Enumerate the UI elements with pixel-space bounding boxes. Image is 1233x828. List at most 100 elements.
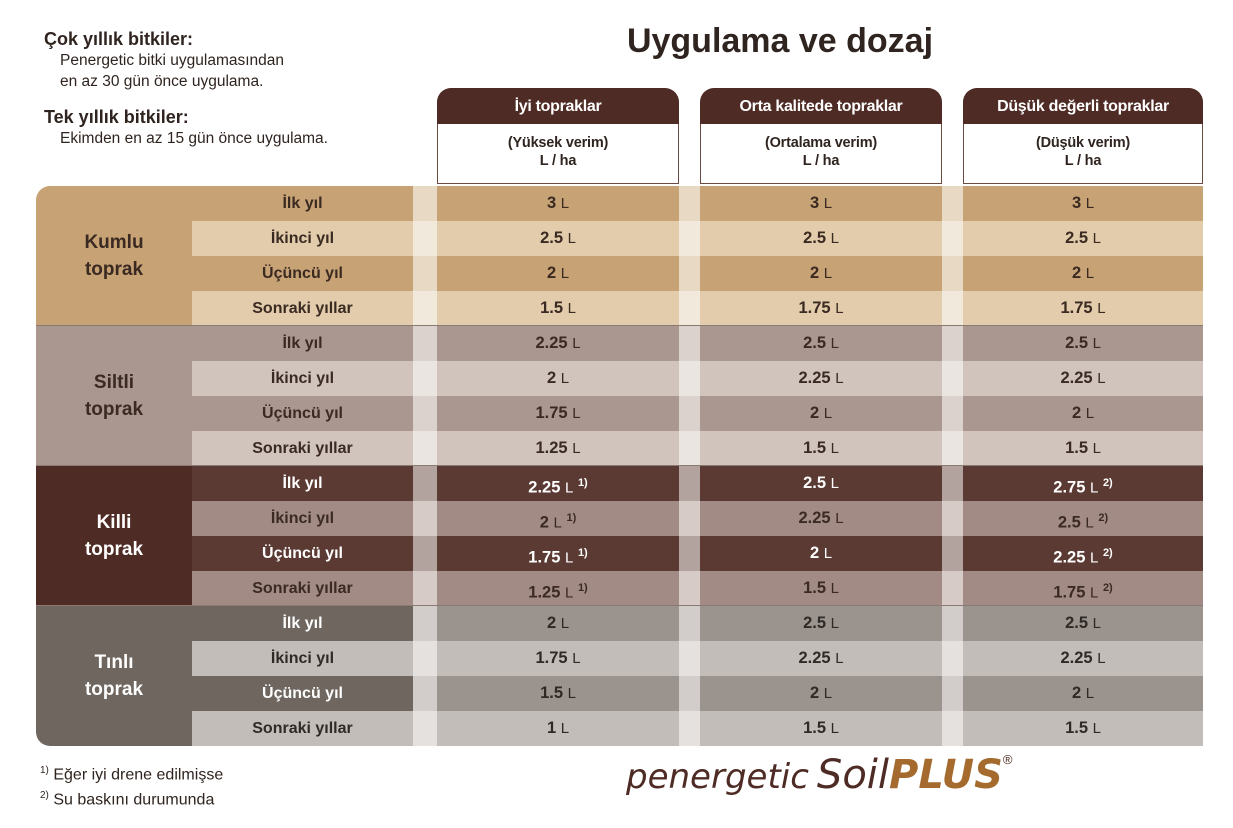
column-gap (679, 221, 700, 256)
dosage-value: 2 (546, 614, 557, 632)
table-row: İkinci yıl 2 L 1) 2.25 L 2.5 L 2) (0, 501, 1233, 536)
year-label: İlk yıl (192, 186, 413, 221)
dosage-cell: 2 L (437, 606, 679, 641)
dosage-cell: 1.5 L (700, 711, 942, 746)
column-gap (942, 291, 963, 326)
dosage-value: 2 (539, 513, 549, 532)
soil-type-text: Siltli toprak (85, 369, 143, 423)
footnote-text: Su baskını durumunda (53, 791, 215, 809)
dosage-cell: 2 L (963, 676, 1203, 711)
column-subtitle-box: (Ortalama verim) L / ha (700, 124, 942, 184)
dosage-unit: L (572, 405, 581, 422)
dosage-value: 2.5 (803, 334, 826, 352)
dosage-cell: 1.5 L (700, 431, 942, 466)
table-row: İlk yıl 2.25 L 2.5 L 2.5 L (0, 326, 1233, 361)
dosage-cell: 2 L (437, 361, 679, 396)
dosage-unit: L (1090, 549, 1099, 567)
dosage-unit: L (560, 720, 570, 737)
column-gap (942, 186, 963, 221)
dosage-value: 1.75 (798, 299, 831, 317)
dosage-unit: L (553, 514, 562, 532)
column-gap (679, 326, 700, 361)
dosage-unit: L (830, 440, 839, 457)
footnotes: 1) Eğer iyi drene edilmişse 2) Su baskın… (40, 760, 223, 811)
dosage-cell: 1.75 L (700, 291, 942, 326)
dosage-cell: 2.25 L (700, 641, 942, 676)
dosage-cell: 2.25 L (700, 501, 942, 536)
dosage-unit: L (1097, 650, 1106, 667)
dosage-unit: L (835, 650, 844, 667)
footnote-mark: 2) (40, 790, 49, 802)
footnote-text: Eğer iyi drene edilmişse (53, 766, 224, 784)
dosage-value: 2.25 (798, 509, 831, 527)
dosage-value: 1.5 (540, 299, 563, 317)
dosage-unit: L (823, 405, 833, 422)
column-gap (942, 361, 963, 396)
dosage-value: 1.75 (1053, 583, 1086, 602)
footnote-2: 2) Su baskını durumunda (40, 785, 223, 810)
column-gap (413, 361, 437, 396)
dosage-cell: 1.5 L (963, 431, 1203, 466)
annual-title: Tek yıllık bitkiler: (44, 107, 189, 127)
dosage-cell: 1.5 L (700, 571, 942, 606)
footnote-reference: 1) (566, 512, 577, 524)
column-gap (413, 326, 437, 361)
column-gap (942, 396, 963, 431)
table-row: Sonraki yıllar 1.5 L 1.75 L 1.75 L (0, 291, 1233, 326)
dosage-value: 1.75 (535, 649, 568, 667)
column-gap (413, 641, 437, 676)
dosage-cell: 1.75 L (963, 291, 1203, 326)
footnote-reference: 1) (577, 547, 588, 559)
column-gap (413, 536, 437, 571)
dosage-unit: L (830, 335, 839, 352)
column-gap (679, 676, 700, 711)
annual-line-1: Ekimden en az 15 gün önce uygulama. (60, 130, 328, 147)
table-row: İlk yıl 2 L 2.5 L 2.5 L (0, 606, 1233, 641)
perennial-title: Çok yıllık bitkiler: (44, 29, 194, 49)
brand-soil: Soil (816, 752, 890, 798)
dosage-value: 2 (1071, 264, 1082, 282)
dosage-unit: L (1085, 514, 1094, 532)
dosage-value: 2.25 (1060, 649, 1093, 667)
dosage-cell: 1.5 L (437, 291, 679, 326)
column-gap (413, 396, 437, 431)
dosage-unit: L (572, 440, 581, 457)
column-subtitle: (Düşük verim) (1035, 135, 1131, 151)
year-label: Sonraki yıllar (192, 291, 413, 326)
brand-plus: PLUS (889, 752, 1003, 798)
soil-type-line-2: toprak (84, 679, 144, 700)
soil-type-line-1: Killi (96, 512, 132, 533)
column-gap (942, 641, 963, 676)
dosage-value: 2.25 (798, 649, 831, 667)
column-unit: L / ha (802, 153, 840, 169)
column-gap (413, 711, 437, 746)
year-label: Üçüncü yıl (192, 256, 413, 291)
dosage-value: 2.5 (803, 474, 826, 492)
year-label: Üçüncü yıl (192, 536, 413, 571)
column-gap (942, 256, 963, 291)
brand-logo: penergetic SoilPLUS® (626, 752, 1013, 798)
dosage-value: 2 (809, 684, 820, 702)
column-subtitle-box: (Düşük verim) L / ha (963, 124, 1203, 184)
soil-divider (36, 325, 1203, 326)
dosage-unit: L (1085, 265, 1095, 282)
dosage-value: 2.25 (798, 369, 831, 387)
dosage-cell: 2.5 L (437, 221, 679, 256)
column-gap (679, 536, 700, 571)
dosage-cell: 2.25 L (700, 361, 942, 396)
column-gap (679, 256, 700, 291)
soil-type-text: Tınlı toprak (85, 649, 143, 703)
dosage-unit: L (835, 370, 844, 387)
column-title: Düşük değerli topraklar (963, 88, 1203, 124)
column-title: İyi topraklar (437, 88, 679, 124)
table-row: Üçüncü yıl 1.75 L 1) 2 L 2.25 L 2) (0, 536, 1233, 571)
dosage-value: 2 (1071, 404, 1082, 422)
column-gap (679, 186, 700, 221)
column-gap (942, 326, 963, 361)
dosage-cell: 1.75 L 2) (963, 571, 1203, 606)
dosage-value: 3 (809, 194, 820, 212)
dosage-value: 2.5 (803, 229, 826, 247)
dosage-unit: L (560, 615, 570, 632)
